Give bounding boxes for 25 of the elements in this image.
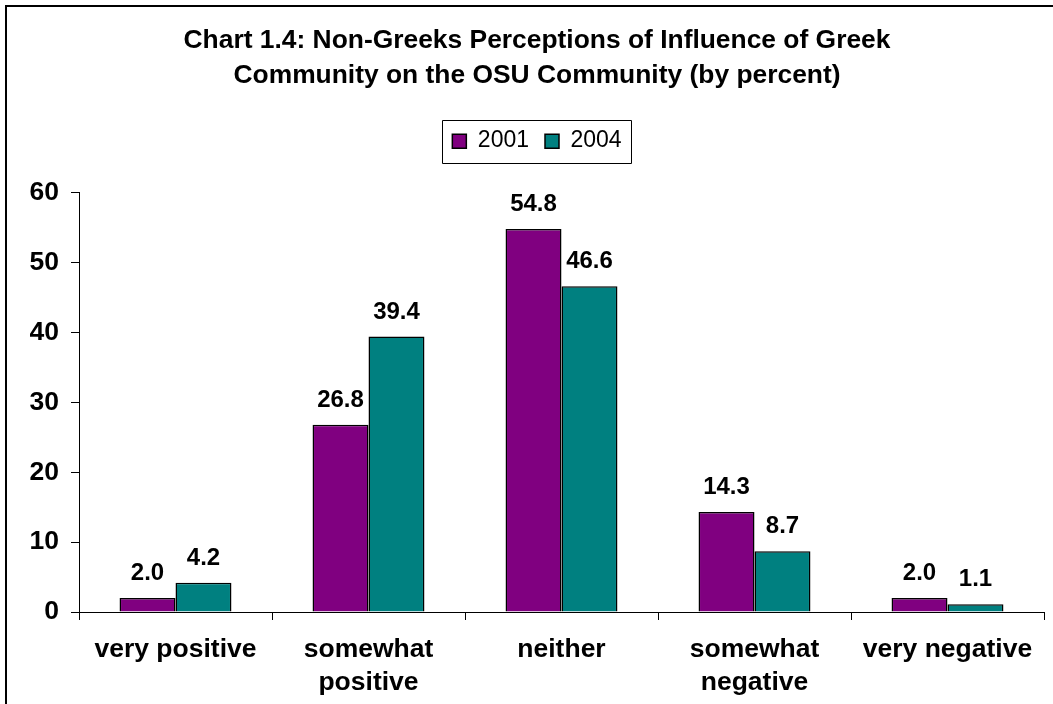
- data-label: 8.7: [765, 511, 800, 539]
- x-tick-label: somewhat negative: [689, 632, 820, 696]
- x-tick-label: very negative: [862, 632, 1033, 663]
- y-tick-label: 0: [44, 595, 59, 626]
- x-tick-label: very positive: [94, 632, 257, 663]
- legend-label: 2004: [570, 126, 622, 153]
- y-tick-label: 60: [29, 175, 59, 206]
- x-tick-label: somewhat positive: [303, 632, 434, 696]
- legend-label: 2001: [477, 126, 530, 153]
- data-label: 54.8: [510, 188, 557, 216]
- y-tick-label: 50: [29, 245, 59, 276]
- data-label: 14.3: [703, 472, 750, 500]
- data-label: 2.0: [130, 558, 165, 586]
- x-tick-label: neither: [517, 632, 606, 663]
- y-tick-label: 10: [29, 525, 59, 556]
- y-tick-label: 20: [29, 455, 59, 486]
- data-label: 39.4: [373, 296, 421, 324]
- data-label: 4.2: [186, 542, 221, 570]
- data-label: 46.6: [566, 246, 613, 274]
- data-label: 26.8: [317, 384, 364, 412]
- y-tick-label: 30: [29, 385, 59, 416]
- y-tick-label: 40: [29, 315, 59, 346]
- data-label: 1.1: [958, 564, 993, 592]
- chart-title: Chart 1.4: Non-Greeks Perceptions of Influence of Greek Community on the OSU Community (by percent): [183, 24, 891, 89]
- data-label: 2.0: [902, 558, 937, 586]
